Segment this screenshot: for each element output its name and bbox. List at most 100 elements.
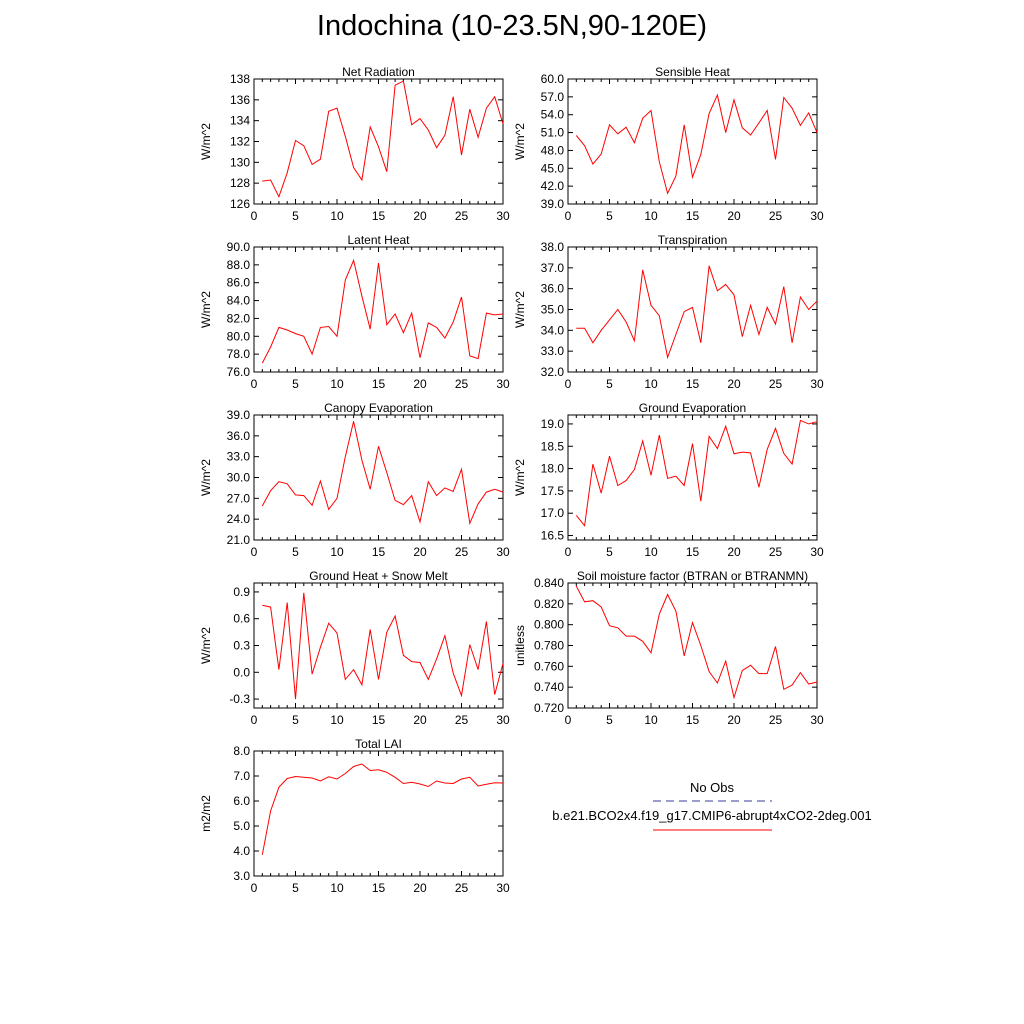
y-tick-label: 0.820: [534, 597, 564, 611]
y-tick-label: 48.0: [541, 143, 565, 157]
x-tick-label: 10: [330, 209, 344, 223]
x-tick-label: 5: [606, 713, 613, 727]
series-line: [262, 80, 504, 198]
x-tick-label: 15: [686, 713, 700, 727]
panel-title: Canopy Evaporation: [324, 401, 433, 415]
y-tick-label: 32.0: [541, 365, 565, 379]
x-tick-label: 10: [330, 713, 344, 727]
panel-9: Total LAI 0 5 10 15 20 25 30 3.0 4.0 5.0 6.0 7.0 8.0 m…: [199, 737, 510, 895]
x-tick-label: 25: [769, 377, 783, 391]
y-tick-label: 39.0: [227, 408, 251, 422]
x-tick-label: 20: [413, 713, 427, 727]
plot-frame: [253, 414, 504, 541]
x-tick-label: 15: [372, 881, 386, 895]
y-tick-label: 126: [230, 197, 250, 211]
x-tick-label: 25: [455, 545, 469, 559]
x-tick-label: 5: [292, 713, 299, 727]
x-tick-label: 5: [292, 209, 299, 223]
panel-1: Net Radiation 0 5 10 15 20 25 30 126 128 130 132 134…: [199, 65, 510, 223]
x-tick-label: 0: [251, 209, 258, 223]
x-tick-label: 20: [727, 209, 741, 223]
x-tick-label: 0: [565, 545, 572, 559]
y-tick-label: 17.5: [541, 484, 565, 498]
x-tick-label: 20: [727, 377, 741, 391]
y-tick-label: 130: [230, 155, 250, 169]
x-tick-label: 30: [496, 881, 510, 895]
y-tick-label: 0.800: [534, 618, 564, 632]
y-tick-label: 86.0: [227, 276, 251, 290]
x-tick-label: 20: [413, 209, 427, 223]
y-tick-label: 45.0: [541, 161, 565, 175]
y-axis-label: W/m^2: [513, 291, 527, 328]
x-tick-label: 0: [565, 209, 572, 223]
x-tick-label: 30: [810, 545, 824, 559]
x-tick-label: 15: [372, 545, 386, 559]
y-tick-label: 18.5: [541, 439, 565, 453]
panel-title: Net Radiation: [342, 65, 415, 79]
x-tick-label: 10: [330, 545, 344, 559]
panel-6: Ground Evaporation 0 5 10 15 20 25 30 16.5 17.0 17…: [513, 401, 824, 559]
y-tick-label: 3.0: [233, 869, 250, 883]
plot-frame: [253, 78, 504, 205]
y-tick-label: 7.0: [233, 769, 250, 783]
legend: No Obs b.e21.BCO2x4.f19_g17.CMIP6-abrupt4…: [552, 780, 872, 831]
x-tick-label: 25: [769, 545, 783, 559]
x-tick-label: 15: [372, 209, 386, 223]
panel-8: Soil moisture factor (BTRAN or BTRANMN) 0…: [513, 569, 824, 727]
x-tick-label: 5: [606, 545, 613, 559]
x-tick-label: 20: [413, 881, 427, 895]
x-tick-label: 25: [769, 713, 783, 727]
y-tick-label: 36.0: [227, 429, 251, 443]
x-tick-label: 0: [251, 545, 258, 559]
y-tick-label: 0.780: [534, 639, 564, 653]
x-tick-label: 10: [330, 377, 344, 391]
x-tick-label: 30: [810, 209, 824, 223]
series-line: [576, 265, 818, 360]
x-tick-label: 20: [413, 377, 427, 391]
panel-title: Latent Heat: [347, 233, 410, 247]
plot-frame: [567, 78, 818, 205]
y-tick-label: 84.0: [227, 294, 251, 308]
y-tick-label: 27.0: [227, 491, 251, 505]
y-tick-label: 90.0: [227, 240, 251, 254]
y-tick-label: 134: [230, 114, 250, 128]
x-tick-label: 25: [455, 377, 469, 391]
y-tick-label: 21.0: [227, 533, 251, 547]
x-tick-label: 10: [644, 713, 658, 727]
x-tick-label: 25: [455, 209, 469, 223]
x-tick-label: 20: [727, 545, 741, 559]
x-tick-label: 10: [644, 545, 658, 559]
panel-title: Total LAI: [355, 737, 402, 751]
x-tick-label: 15: [686, 545, 700, 559]
x-tick-label: 5: [292, 377, 299, 391]
figure-title: Indochina (10-23.5N,90-120E): [316, 10, 708, 42]
y-tick-label: 0.6: [233, 612, 250, 626]
y-tick-label: 33.0: [541, 344, 565, 358]
y-axis-label: W/m^2: [513, 459, 527, 496]
panel-title: Soil moisture factor (BTRAN or BTRANMN): [577, 569, 808, 583]
y-tick-label: 54.0: [541, 108, 565, 122]
y-tick-label: 19.0: [541, 417, 565, 431]
x-tick-label: 5: [606, 209, 613, 223]
y-tick-label: 38.0: [541, 240, 565, 254]
x-tick-label: 5: [292, 545, 299, 559]
y-axis-label: W/m^2: [199, 627, 213, 664]
panel-4: Transpiration 0 5 10 15 20 25 30 32.0 33.0 34.0 35.…: [513, 233, 824, 391]
x-tick-label: 25: [769, 209, 783, 223]
x-tick-label: 0: [251, 377, 258, 391]
panel-title: Ground Heat + Snow Melt: [309, 569, 448, 583]
legend-case-label: b.e21.BCO2x4.f19_g17.CMIP6-abrupt4xCO2-2…: [552, 808, 871, 823]
y-tick-label: 128: [230, 176, 250, 190]
y-tick-label: -0.3: [229, 692, 250, 706]
y-tick-label: 138: [230, 72, 250, 86]
y-tick-label: 35.0: [541, 303, 565, 317]
x-tick-label: 0: [251, 881, 258, 895]
series-line: [261, 421, 504, 526]
x-tick-label: 0: [565, 377, 572, 391]
x-tick-label: 30: [810, 377, 824, 391]
series-line: [262, 592, 504, 700]
y-tick-label: 0.840: [534, 576, 564, 590]
y-tick-label: 8.0: [233, 744, 250, 758]
y-tick-label: 33.0: [227, 450, 251, 464]
